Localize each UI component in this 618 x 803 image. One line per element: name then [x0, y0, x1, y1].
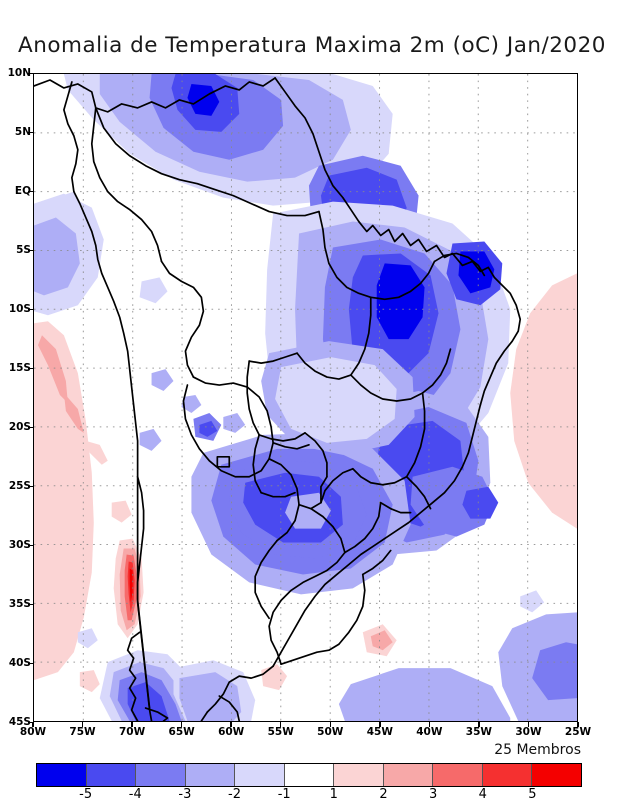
x-axis-tick-mark — [131, 722, 133, 727]
colorbar-tick-label: -2 — [228, 787, 242, 802]
colorbar-segment — [334, 764, 384, 786]
y-axis-tick-mark — [28, 603, 33, 605]
y-axis-tick-label: 10S — [8, 303, 31, 315]
y-axis-tick-label: 5S — [16, 244, 31, 256]
colorbar-tick-label: 3 — [428, 787, 438, 802]
x-axis-tick-mark — [428, 722, 431, 727]
x-axis-tick-label: 65W — [168, 726, 195, 738]
colorbar-tick-label: -4 — [128, 787, 142, 802]
y-axis-tick-mark — [28, 544, 33, 546]
y-axis-tick-label: 45S — [8, 716, 31, 728]
y-axis-tick-mark — [28, 72, 33, 74]
colorbar-tick-label: 2 — [379, 787, 388, 802]
x-axis-tick-mark — [329, 722, 331, 727]
y-axis-tick-label: 25S — [8, 480, 31, 492]
colorbar-tick-label: -3 — [178, 787, 192, 802]
y-axis: 10N 5N EQ 5S 10S 15S 20S 25S 30S 35S 40S 45S — [0, 0, 31, 800]
y-axis-tick-label: EQ — [14, 185, 31, 197]
x-axis-tick-mark — [527, 722, 530, 727]
colorbar-segment — [482, 764, 533, 786]
y-axis-tick-label: 10N — [7, 67, 31, 79]
x-axis-tick-label: 75W — [69, 726, 96, 738]
colorbar-segment — [86, 764, 137, 786]
colorbar-segment — [235, 764, 285, 786]
x-axis-tick-label: 35W — [465, 726, 492, 738]
map-plot-area — [33, 73, 578, 722]
y-axis-tick-mark — [28, 190, 33, 192]
y-axis-tick-mark — [28, 721, 33, 723]
x-axis-tick-mark — [280, 722, 282, 727]
x-axis-tick-label: 50W — [317, 726, 344, 738]
y-axis-tick-mark — [28, 426, 33, 428]
x-axis-tick-mark — [478, 722, 480, 727]
x-axis: 80W 75W 70W 65W 60W 55W 50W 45W 40W 35W 30W 25W — [0, 726, 618, 742]
y-axis-tick-label: 35S — [8, 598, 31, 610]
x-axis-tick-mark — [379, 722, 381, 727]
colorbar-segment — [433, 764, 483, 786]
y-axis-tick-label: 15S — [8, 362, 31, 374]
y-axis-tick-label: 5N — [14, 126, 31, 138]
colorbar-segment — [136, 764, 186, 786]
y-axis-tick-mark — [28, 131, 33, 133]
x-axis-tick-mark — [81, 722, 84, 727]
x-axis-tick-label: 80W — [19, 726, 47, 738]
x-axis-tick-label: 30W — [515, 726, 542, 738]
colorbar-labels: -5 -4 -3 -2 -1 1 2 3 4 5 — [36, 787, 582, 803]
y-axis-tick-mark — [28, 249, 33, 251]
colorbar-segment — [383, 764, 434, 786]
colorbar-segment — [532, 764, 582, 786]
y-axis-tick-mark — [28, 308, 33, 310]
x-axis-tick-label: 70W — [118, 726, 146, 738]
x-axis-tick-label: 40W — [416, 726, 443, 738]
colorbar-tick-label: 1 — [329, 787, 338, 802]
x-axis-tick-mark — [577, 722, 579, 727]
x-axis-tick-label: 25W — [564, 726, 592, 738]
y-axis-tick-mark — [28, 662, 33, 664]
y-axis-tick-label: 30S — [8, 539, 31, 551]
colorbar-segment — [284, 764, 335, 786]
x-axis-tick-mark — [180, 722, 183, 727]
colorbar-tick-label: -5 — [79, 787, 93, 802]
y-axis-tick-label: 40S — [8, 657, 31, 669]
x-axis-tick-label: 45W — [366, 726, 393, 738]
y-axis-tick-mark — [28, 367, 33, 369]
y-axis-tick-mark — [28, 485, 33, 487]
x-axis-tick-mark — [32, 722, 34, 727]
coastline-and-borders — [34, 77, 522, 721]
ensemble-members-label: 25 Membros — [494, 742, 581, 758]
colorbar-segment — [185, 764, 236, 786]
colorbar — [36, 763, 582, 787]
colorbar-tick-label: 4 — [478, 787, 487, 802]
anomaly-field — [34, 74, 577, 721]
x-axis-tick-label: 60W — [218, 726, 245, 738]
y-axis-tick-label: 20S — [8, 421, 31, 433]
page-title: Anomalia de Temperatura Maxima 2m (oC) J… — [18, 33, 606, 58]
colorbar-tick-label: 5 — [528, 787, 537, 802]
x-axis-tick-mark — [230, 722, 232, 727]
x-axis-tick-label: 55W — [267, 726, 294, 738]
colorbar-segment — [37, 764, 87, 786]
colorbar-tick-label: -1 — [277, 787, 291, 802]
